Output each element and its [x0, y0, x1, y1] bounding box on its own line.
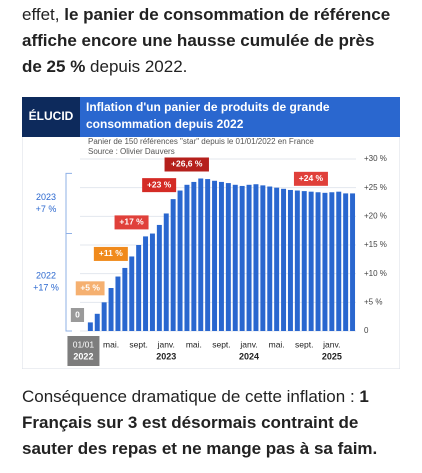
bar: [308, 191, 314, 331]
annotation-change: +7 %: [36, 204, 57, 214]
bar: [108, 288, 114, 331]
bar: [198, 178, 204, 331]
chart-subtitle: Panier de 150 références "star" depuis l…: [88, 137, 314, 146]
title-box: Inflation d'un panier de produits de gra…: [86, 100, 330, 131]
value-label: +26,6 %: [171, 159, 203, 169]
bar: [301, 191, 307, 331]
x-tick-label: mai.: [186, 339, 202, 349]
value-label-box: [70, 308, 85, 322]
bar: [205, 179, 211, 331]
x-tick-label: mai.: [103, 339, 119, 349]
bar: [143, 236, 149, 331]
title-band: [80, 97, 400, 137]
chart-source: Source : Olivier Dauvers: [88, 147, 175, 156]
bar: [322, 192, 328, 331]
logo: ÉLUCID: [29, 108, 74, 123]
bar: [336, 191, 342, 331]
y-tick-label: 0: [364, 326, 369, 335]
value-label: 0: [75, 309, 80, 319]
value-label: +17 %: [119, 217, 144, 227]
x-tick-label: sept.: [295, 339, 313, 349]
bar: [225, 183, 231, 331]
x-group-label: 2023: [156, 351, 176, 361]
intro-paragraph: effet, le panier de consommation de réfé…: [22, 2, 394, 80]
value-label-box: [164, 157, 209, 172]
bar: [267, 186, 273, 331]
text: depuis 2022.: [85, 57, 188, 76]
x-group-label: 2024: [239, 351, 259, 361]
bar: [184, 184, 190, 331]
bar: [177, 190, 183, 331]
x-tick-label: janv.: [157, 339, 175, 349]
bar: [170, 199, 176, 331]
text: Conséquence dramatique de cette inflatio…: [22, 387, 360, 406]
bar: [163, 213, 169, 331]
bar: [129, 256, 135, 331]
annotation-year: 2023: [36, 192, 56, 202]
bar: [239, 185, 245, 331]
bar: [101, 302, 107, 331]
bold-text: 1 Français sur 3 est désormais contraint…: [22, 387, 378, 458]
annotation-year: 2022: [36, 271, 56, 281]
bar: [122, 267, 128, 331]
bar: [287, 189, 293, 331]
value-label-box: [142, 178, 177, 193]
value-label: +11 %: [99, 248, 123, 258]
bracket: [65, 233, 72, 332]
bar: [232, 184, 238, 331]
bar: [281, 188, 287, 331]
bar: [136, 245, 142, 331]
y-tick-label: +5 %: [364, 297, 382, 306]
logo-box: [22, 97, 80, 137]
bar: [260, 185, 266, 331]
y-tick-label: +10 %: [364, 269, 387, 278]
value-label-box: [114, 215, 149, 230]
bar: [212, 180, 218, 331]
chart-title: Inflation d'un panier de produits de gra…: [86, 100, 330, 131]
x-group-label: 2025: [322, 351, 342, 361]
y-tick-label: +30 %: [364, 154, 387, 163]
outro-paragraph: Conséquence dramatique de cette inflatio…: [22, 384, 394, 462]
x-tick-label: mai.: [269, 339, 285, 349]
x-tick-label: sept.: [129, 339, 147, 349]
value-label: +24 %: [299, 173, 324, 183]
bar: [115, 276, 121, 331]
value-label-box: [93, 246, 128, 261]
bar: [87, 322, 93, 331]
y-tick-label: +20 %: [364, 211, 387, 220]
bar: [218, 181, 224, 331]
bar: [343, 193, 349, 331]
chart: ÉLUCID Inflation d'un panier de produits…: [22, 97, 400, 369]
bar: [149, 233, 155, 331]
x-tick-label: 01/01: [73, 339, 95, 349]
bar: [294, 190, 300, 331]
x-tick-label: sept.: [212, 339, 230, 349]
bar: [156, 224, 162, 331]
value-label: +5 %: [80, 283, 100, 293]
bar: [315, 192, 321, 331]
first-label-box: [67, 336, 100, 366]
y-tick-label: +25 %: [364, 183, 387, 192]
value-label: +23 %: [147, 179, 172, 189]
bar: [350, 193, 356, 331]
bar: [246, 184, 252, 331]
text: effet,: [22, 5, 60, 24]
bar: [191, 181, 197, 331]
bar: [329, 192, 335, 331]
annotation-change: +17 %: [33, 283, 59, 293]
y-tick-label: +15 %: [364, 240, 387, 249]
x-tick-label: janv.: [239, 339, 257, 349]
bar: [94, 313, 100, 331]
bar: [274, 187, 280, 331]
value-label-box: [75, 281, 105, 296]
x-tick-label: janv.: [322, 339, 340, 349]
bar: [253, 184, 259, 331]
bold-text: le panier de consommation de référence a…: [22, 5, 391, 76]
x-group-label: 2022: [73, 351, 93, 361]
value-label-box: [293, 171, 328, 186]
